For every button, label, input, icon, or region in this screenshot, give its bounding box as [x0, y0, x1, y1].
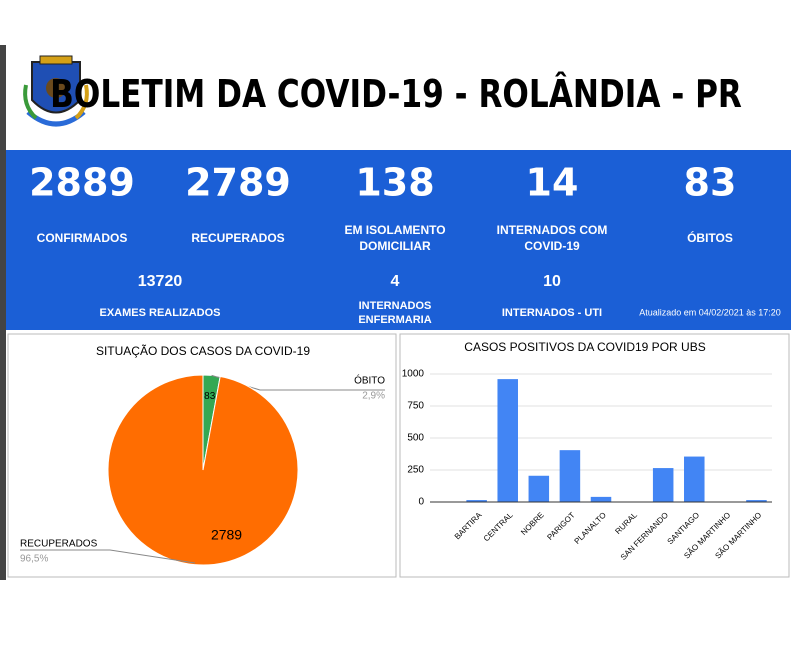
stat-label: INTERNADOS COM	[497, 223, 608, 237]
stat-label: COVID-19	[524, 239, 580, 253]
page-title: BOLETIM DA COVID-19 - ROLÂNDIA - PR	[50, 71, 742, 117]
stat-label: RECUPERADOS	[191, 231, 284, 245]
percent-label: 2,9%	[362, 391, 385, 402]
stat-value: 4	[391, 273, 400, 290]
stat-label: ÓBITOS	[687, 230, 733, 245]
update-note: Atualizado em 04/02/2021 às 17:20	[639, 307, 781, 317]
data-label: 83	[204, 391, 216, 402]
y-tick-label: 750	[407, 401, 424, 412]
stat-value: 138	[355, 161, 434, 205]
chart-title: CASOS POSITIVOS DA COVID19 POR UBS	[464, 340, 705, 354]
stat-label: INTERNADOS - UTI	[502, 307, 602, 319]
bar	[497, 379, 518, 502]
stat-value: 14	[526, 161, 579, 205]
bar	[591, 497, 612, 502]
y-tick-label: 0	[418, 497, 424, 508]
stat-value: 83	[684, 161, 737, 205]
stat-value: 2889	[29, 161, 135, 205]
bar	[653, 468, 674, 502]
stat-label: CONFIRMADOS	[37, 231, 128, 245]
stat-label: ENFERMARIA	[358, 314, 431, 326]
stat-value: 2789	[185, 161, 291, 205]
legend-label: ÓBITO	[354, 374, 385, 387]
y-tick-label: 250	[407, 465, 424, 476]
left-border	[0, 45, 6, 580]
y-tick-label: 1000	[402, 369, 425, 380]
bar	[529, 476, 550, 502]
bar	[684, 457, 705, 502]
y-tick-label: 500	[407, 433, 424, 444]
stat-label: EXAMES REALIZADOS	[99, 307, 220, 319]
stat-value: 13720	[138, 273, 183, 290]
data-label: 2789	[211, 527, 242, 543]
stat-value: 10	[543, 273, 561, 290]
legend-label: RECUPERADOS	[20, 539, 98, 550]
chart-title: SITUAÇÃO DOS CASOS DA COVID-19	[96, 344, 310, 358]
stat-label: INTERNADOS	[359, 300, 432, 312]
stat-label: EM ISOLAMENTO	[344, 223, 445, 237]
pie-slice	[108, 375, 298, 565]
bar	[560, 450, 581, 502]
percent-label: 96,5%	[20, 554, 48, 565]
stat-label: DOMICILIAR	[359, 239, 431, 253]
